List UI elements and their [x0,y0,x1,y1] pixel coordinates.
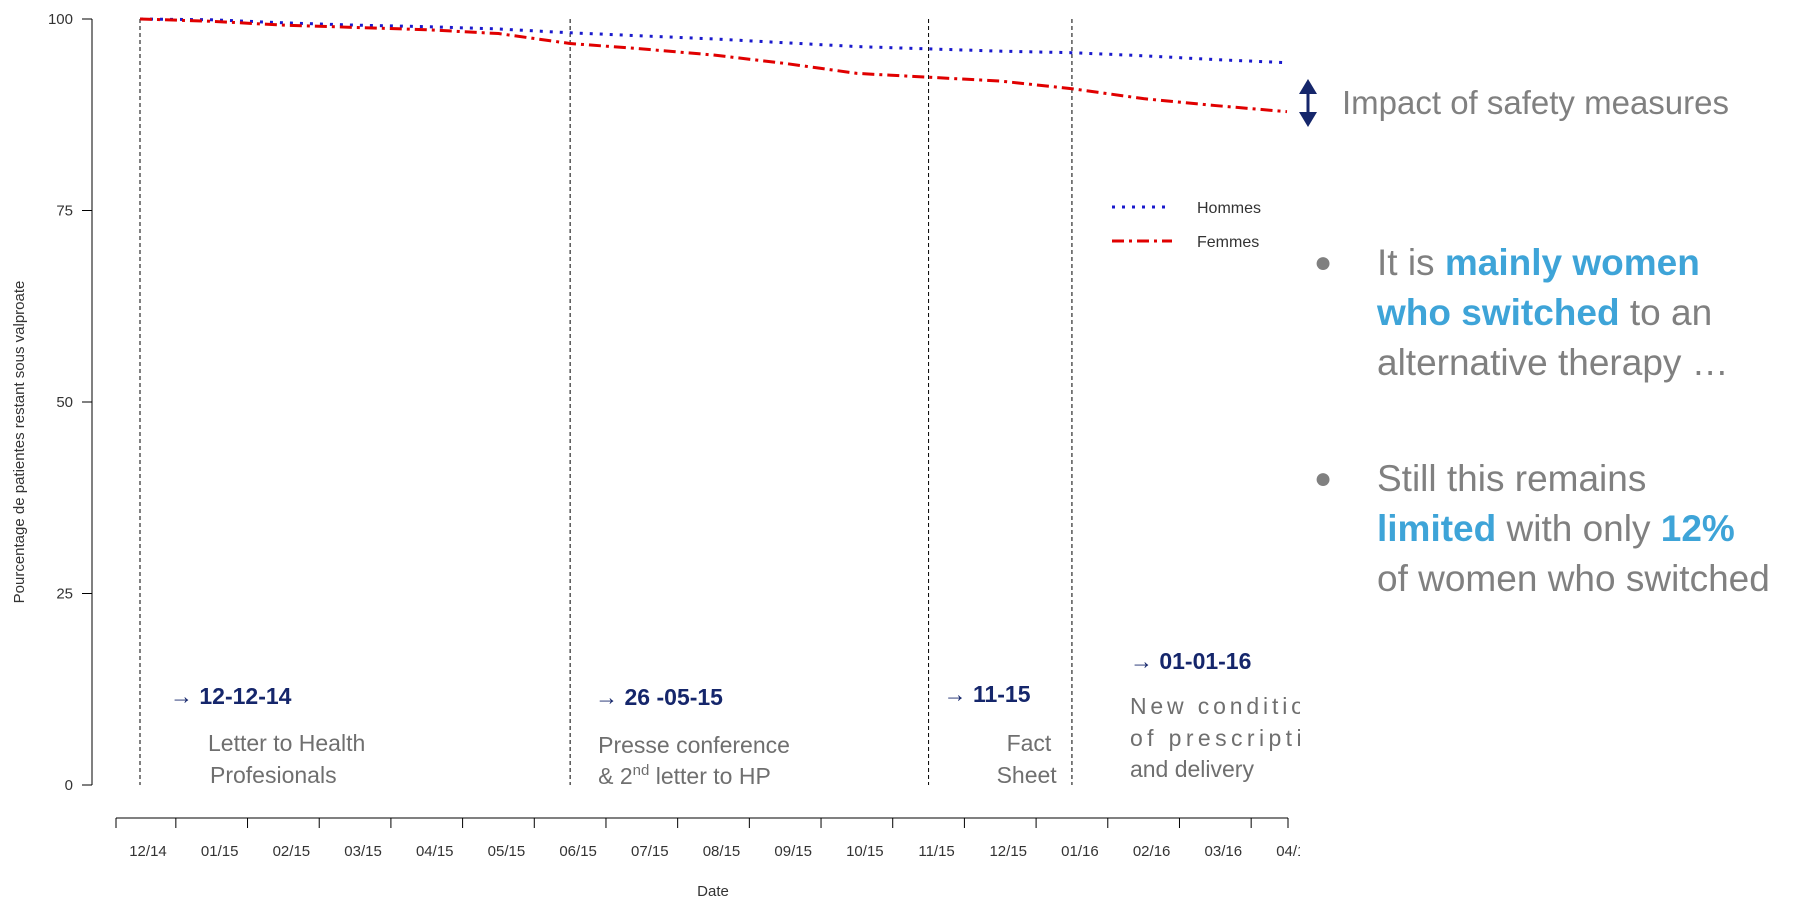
legend: Hommes Femmes [1112,200,1261,251]
y-tick-label: 75 [56,203,73,220]
y-tick-label: 50 [56,394,73,411]
x-tick-label: 12/15 [989,843,1027,860]
impact-annotation: Impact of safety measures [1294,78,1729,128]
bullet2-mid: with only [1496,508,1661,549]
bullet2-highlight-pct: 12% [1660,508,1735,549]
event-markers [139,19,1073,785]
x-tick-label: 01/15 [201,843,239,860]
x-tick-label: 02/16 [1133,843,1171,860]
event-annotations: → 12-12-14 Letter to Health Profesionals → … [170,648,1300,789]
series-line-hommes [139,17,1288,65]
x-tick-label: 04/15 [416,843,454,860]
survival-chart: 0 25 50 75 100 12/14 01/15 02/15 03/15 04/15 05/1… [11,11,1300,900]
bullet-dot: ● [1314,246,1333,279]
event-description-line: and delivery [1130,756,1255,782]
bullet2-pre: Still this remains [1377,458,1647,499]
event-date-label: → 11-15 [944,681,1031,707]
x-axis: 12/14 01/15 02/15 03/15 04/15 05/15 06/15 07/15… [115,817,1300,860]
x-tick-label: 04/16 [1276,843,1300,860]
event-date-label: → 01-01-16 [1130,648,1251,674]
bullet1-pre: It is [1377,242,1445,283]
x-tick-label: 03/15 [344,843,382,860]
x-tick-label: 01/16 [1061,843,1099,860]
y-tick-label: 25 [56,586,73,603]
event-description-line: Sheet [997,762,1058,788]
double-arrow-icon [1299,79,1317,127]
event-description-line: Presse conference [598,732,790,758]
series-line-femmes [139,17,1288,114]
event-description-line: Fact [1007,730,1052,756]
bullet-dot: ● [1314,462,1333,495]
series-lines [139,17,1288,114]
y-axis: 0 25 50 75 100 [48,11,93,794]
x-tick-label: 02/15 [273,843,311,860]
legend-label-femmes: Femmes [1197,234,1259,251]
legend-label-hommes: Hommes [1197,200,1261,217]
y-tick-label: 100 [48,11,73,28]
event-description-line: New conditions [1130,693,1300,719]
x-tick-label: 08/15 [703,843,741,860]
x-tick-label: 05/15 [488,843,526,860]
impact-label: Impact of safety measures [1342,84,1729,121]
x-tick-label: 09/15 [774,843,812,860]
x-tick-label: 11/15 [918,843,954,860]
bullet1-highlight: mainly women who switched [1377,242,1700,333]
event-description-line: & 2nd letter to HP [598,762,771,789]
bullet2-highlight-limited: limited [1377,508,1497,549]
y-tick-label: 0 [65,777,73,794]
event-description-line: Profesionals [210,762,337,788]
y-axis-label: Pourcentage de patientes restant sous va… [11,281,28,604]
bullet1-post: to an alternative therapy … [1377,292,1729,383]
x-tick-label: 06/15 [559,843,597,860]
x-tick-label: 12/14 [129,843,167,860]
bullet2-post: of women who switched [1377,558,1770,599]
x-tick-label: 10/15 [846,843,884,860]
event-description-line: Letter to Health [208,730,365,756]
event-date-label: → 12-12-14 [170,683,292,709]
x-tick-label: 07/15 [631,843,669,860]
x-tick-label: 03/16 [1205,843,1243,860]
x-axis-label: Date [697,883,729,900]
event-description-line: of prescription [1130,725,1300,751]
event-date-label: → 26 -05-15 [595,684,723,710]
